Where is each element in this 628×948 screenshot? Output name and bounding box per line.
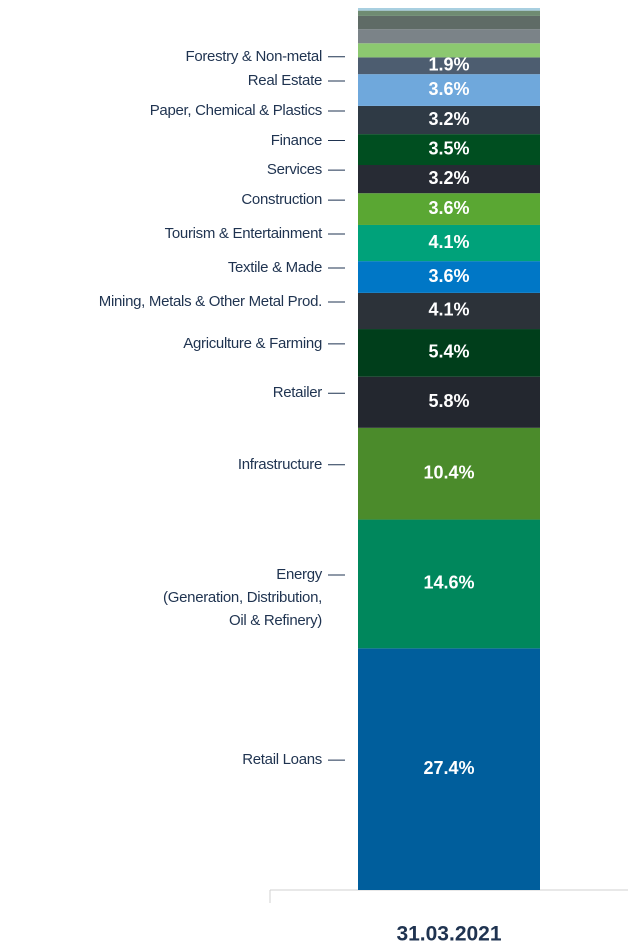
value-label: 3.6% [428, 266, 469, 286]
value-label: 27.4% [423, 758, 474, 778]
bar-segment [358, 10, 540, 16]
value-label: 10.4% [423, 462, 474, 482]
bar-segment [358, 43, 540, 58]
bar-segment [358, 519, 540, 649]
value-label: 3.6% [428, 198, 469, 218]
series-label: Infrastructure [237, 455, 322, 473]
bar-segment [358, 8, 540, 11]
bar-segment [358, 164, 540, 194]
bar-segment [358, 292, 540, 330]
bar-segment [358, 224, 540, 262]
value-label: 14.6% [423, 573, 474, 593]
series-label: Paper, Chemical & Plastics [149, 102, 323, 119]
bar-segment [358, 376, 540, 428]
bar-segment [358, 105, 540, 135]
value-label: 3.2% [428, 168, 469, 188]
series-label: Forestry & Non-metal [185, 47, 322, 65]
bar-segment [358, 427, 540, 520]
series-label: Services [266, 161, 322, 179]
bar-segment [358, 193, 540, 225]
value-label: 4.1% [428, 300, 469, 320]
series-label: Textile & Made [227, 259, 322, 276]
value-label: 3.6% [428, 79, 469, 99]
series-label: Retailer [272, 384, 323, 402]
bar-segment [358, 648, 540, 890]
value-label: 5.4% [428, 342, 469, 362]
value-label: 3.5% [428, 138, 469, 158]
series-label: Finance [270, 131, 323, 149]
bar-segment [358, 15, 540, 30]
bar-segment [358, 261, 540, 293]
bar-segment [358, 29, 540, 44]
value-label: 5.8% [428, 391, 469, 411]
series-label: Tourism & Entertainment [164, 225, 323, 243]
series-label: Energy (Generation, Distribution, Oil & … [163, 565, 322, 629]
series-label: Real Estate [247, 72, 323, 90]
bar-segment [358, 57, 540, 75]
bar-segment [358, 74, 540, 106]
x-tick-label: 31.03.2021 [396, 923, 501, 946]
series-label: Agriculture & Farming [183, 334, 322, 352]
value-label: 4.1% [428, 232, 469, 252]
series-label: Retail Loans [242, 751, 322, 769]
series-label: Construction [241, 191, 322, 209]
bar-segment [358, 134, 540, 165]
series-label: Mining, Metals & Other Metal Prod. [98, 292, 323, 310]
value-label: 3.2% [428, 109, 469, 129]
value-label: 1.9% [428, 55, 469, 75]
bar-segment [358, 329, 540, 377]
